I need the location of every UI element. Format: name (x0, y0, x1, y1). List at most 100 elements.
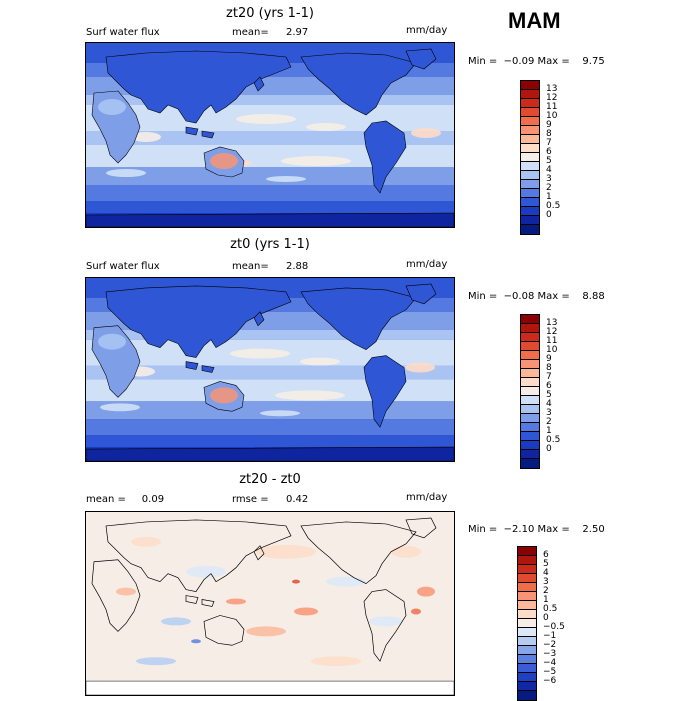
colorbar-tick-label: 8 (546, 363, 552, 373)
colorbar-tick-label: 5 (546, 156, 552, 166)
colorbar-tick-label: 4 (546, 165, 552, 175)
colorbar-tick-label: 10 (546, 345, 558, 355)
panel-2-stat-label: mean= (232, 261, 269, 272)
colorbar-swatch (521, 324, 539, 333)
colorbar-tick-label: 10 (546, 111, 558, 121)
colorbar-tick-label: −0.5 (543, 622, 565, 632)
colorbar-swatch (521, 198, 539, 207)
colorbar-swatch (521, 387, 539, 396)
colorbar-swatch (518, 610, 536, 619)
colorbar-swatch (521, 225, 539, 234)
colorbar-tick-label: 0 (543, 613, 549, 623)
colorbar-swatch (521, 351, 539, 360)
colorbar-tick-label: 6 (546, 381, 552, 391)
panel-2-title: zt0 (yrs 1-1) (230, 237, 310, 252)
colorbar-swatch (521, 81, 539, 90)
panel-3-colorbar (517, 546, 537, 701)
colorbar-tick-label: 8 (546, 129, 552, 139)
panel-3-min-max: Min = −2.10 Max = 2.50 (468, 524, 605, 535)
colorbar-tick-label: 11 (546, 102, 558, 112)
colorbar-swatch (521, 360, 539, 369)
panel-3-title: zt20 - zt0 (239, 472, 301, 487)
colorbar-swatch (521, 108, 539, 117)
colorbar-swatch (521, 117, 539, 126)
colorbar-tick-label: 9 (546, 120, 552, 130)
panel-1-units: mm/day (406, 25, 448, 36)
colorbar-tick-label: 13 (546, 318, 558, 328)
colorbar-swatch (521, 369, 539, 378)
colorbar-swatch (518, 583, 536, 592)
colorbar-swatch (521, 315, 539, 324)
colorbar-swatch (518, 628, 536, 637)
panel-1-colorbar (520, 80, 540, 235)
colorbar-swatch (521, 153, 539, 162)
colorbar-tick-label: 12 (546, 93, 558, 103)
colorbar-swatch (521, 441, 539, 450)
colorbar-swatch (521, 432, 539, 441)
panel-1-title: zt20 (yrs 1-1) (226, 6, 314, 21)
colorbar-swatch (521, 180, 539, 189)
colorbar-tick-label: 0 (546, 210, 552, 220)
panel-3-stat-value: 0.42 (286, 494, 309, 505)
colorbar-tick-label: −6 (543, 676, 557, 686)
colorbar-swatch (518, 646, 536, 655)
colorbar-tick-label: 0 (546, 444, 552, 454)
colorbar-swatch (521, 423, 539, 432)
colorbar-tick-label: 7 (546, 372, 552, 382)
colorbar-swatch (521, 171, 539, 180)
colorbar-swatch (521, 135, 539, 144)
colorbar-swatch (518, 592, 536, 601)
panel-2-variable-label: Surf water flux (86, 261, 160, 272)
colorbar-swatch (521, 90, 539, 99)
colorbar-tick-label: −5 (543, 667, 557, 677)
colorbar-swatch (521, 99, 539, 108)
colorbar-tick-label: 7 (546, 138, 552, 148)
colorbar-swatch (521, 189, 539, 198)
colorbar-tick-label: 6 (543, 550, 549, 560)
panel-3-map-svg (86, 512, 454, 695)
panel-1-map (85, 42, 455, 228)
colorbar-swatch (521, 126, 539, 135)
panel-3-map (85, 511, 455, 696)
colorbar-swatch (521, 333, 539, 342)
season-label: MAM (508, 8, 561, 33)
colorbar-tick-label: 2 (546, 183, 552, 193)
panel-3-mean-label: mean = 0.09 (86, 494, 165, 505)
colorbar-tick-label: 1 (543, 595, 549, 605)
panel-2-map-svg (86, 278, 454, 461)
colorbar-tick-label: 5 (543, 559, 549, 569)
colorbar-swatch (518, 664, 536, 673)
colorbar-swatch (518, 655, 536, 664)
colorbar-tick-label: 1 (546, 192, 552, 202)
colorbar-swatch (518, 565, 536, 574)
panel-3-stat-label: rmse = (232, 494, 269, 505)
colorbar-swatch (518, 682, 536, 691)
colorbar-swatch (521, 216, 539, 225)
colorbar-swatch (521, 414, 539, 423)
panel-2-min-max: Min = −0.08 Max = 8.88 (468, 291, 605, 302)
colorbar-tick-label: −3 (543, 649, 557, 659)
colorbar-tick-label: 12 (546, 327, 558, 337)
panel-1-map-svg (86, 43, 454, 227)
colorbar-tick-label: 3 (546, 174, 552, 184)
colorbar-tick-label: 4 (543, 568, 549, 578)
colorbar-tick-label: 3 (546, 408, 552, 418)
panel-1-stat-label: mean= (232, 27, 269, 38)
colorbar-swatch (518, 673, 536, 682)
panel-1-stat-value: 2.97 (286, 27, 309, 38)
colorbar-swatch (521, 405, 539, 414)
colorbar-tick-label: 0.5 (543, 604, 558, 614)
colorbar-swatch (518, 574, 536, 583)
colorbar-tick-label: 5 (546, 390, 552, 400)
colorbar-swatch (518, 547, 536, 556)
colorbar-tick-label: 11 (546, 336, 558, 346)
colorbar-swatch (518, 556, 536, 565)
colorbar-tick-label: 9 (546, 354, 552, 364)
panel-3-units: mm/day (406, 492, 448, 503)
colorbar-swatch (521, 162, 539, 171)
colorbar-tick-label: 1 (546, 426, 552, 436)
colorbar-tick-label: 6 (546, 147, 552, 157)
colorbar-swatch (521, 396, 539, 405)
colorbar-tick-label: 4 (546, 399, 552, 409)
colorbar-tick-label: −1 (543, 631, 557, 641)
